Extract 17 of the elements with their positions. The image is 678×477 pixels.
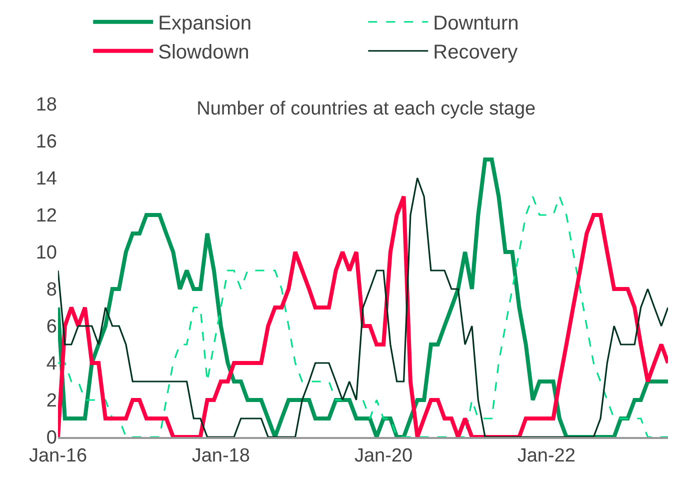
legend-label: Downturn: [433, 12, 519, 35]
x-tick-label: Jan-18: [192, 446, 250, 467]
y-tick-label: 2: [46, 390, 57, 412]
y-tick-label: 8: [46, 280, 57, 301]
legend-label: Slowdown: [158, 42, 250, 64]
x-tick-label: Jan-22: [517, 446, 576, 467]
x-tick-label: Jan-20: [354, 446, 413, 467]
y-tick-label: 14: [36, 168, 58, 190]
y-tick-label: 6: [46, 316, 57, 338]
y-tick-label: 10: [36, 242, 57, 264]
y-tick-label: 16: [36, 132, 57, 153]
y-tick-label: 18: [36, 94, 57, 116]
y-tick-label: 12: [36, 206, 57, 227]
legend-label: Recovery: [433, 42, 518, 64]
legend-label: Expansion: [158, 12, 252, 35]
chart-title: Number of countries at each cycle stage: [196, 98, 536, 120]
y-tick-label: 4: [46, 354, 58, 375]
